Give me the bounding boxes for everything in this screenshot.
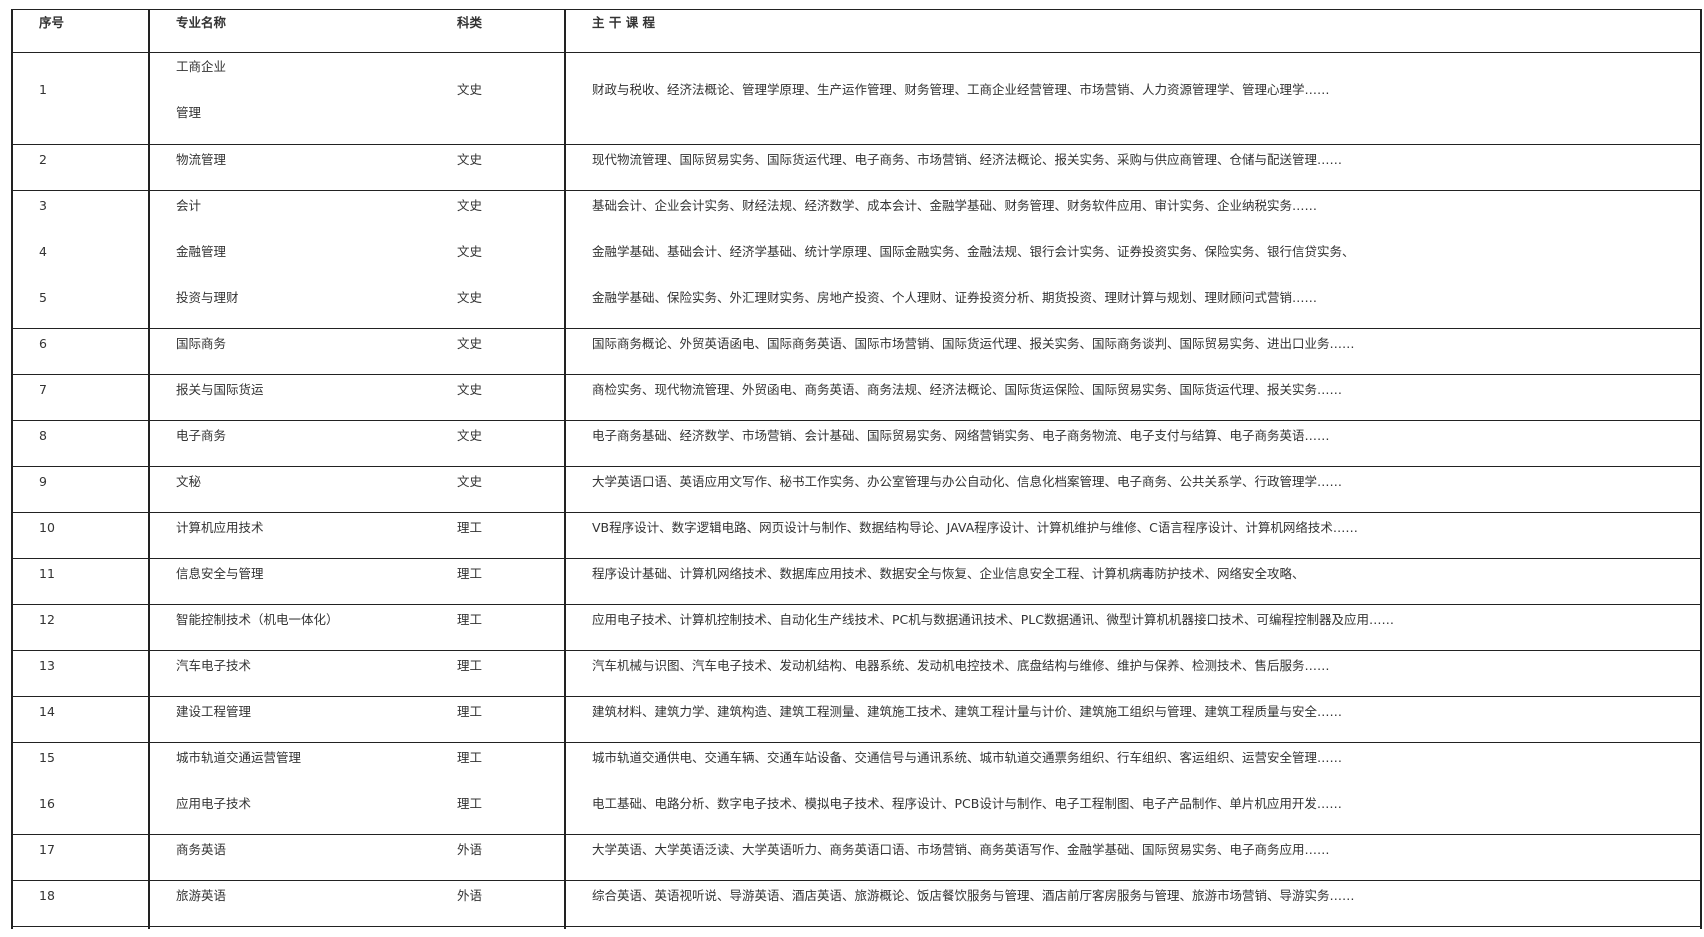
row-category: 外语 bbox=[457, 842, 483, 857]
row-category: 文史 bbox=[457, 336, 483, 351]
row-divider bbox=[11, 9, 1701, 10]
row-index: 4 bbox=[39, 244, 47, 259]
row-divider bbox=[11, 604, 1701, 605]
row-major: 国际商务 bbox=[176, 336, 227, 351]
row-major: 投资与理财 bbox=[176, 290, 239, 305]
row-category: 文史 bbox=[457, 428, 483, 443]
row-divider bbox=[11, 52, 1701, 53]
row-divider bbox=[11, 328, 1701, 329]
row-index: 13 bbox=[39, 658, 55, 673]
column-divider bbox=[11, 9, 13, 929]
row-category: 文史 bbox=[457, 382, 483, 397]
row-major: 计算机应用技术 bbox=[176, 520, 264, 535]
row-courses: 商检实务、现代物流管理、外贸函电、商务英语、商务法规、经济法概论、国际货运保险、… bbox=[592, 382, 1343, 397]
row-divider bbox=[11, 926, 1701, 927]
row-index: 5 bbox=[39, 290, 47, 305]
row-category: 理工 bbox=[457, 750, 483, 765]
row-category: 文史 bbox=[457, 198, 483, 213]
header-courses: 主 干 课 程 bbox=[592, 15, 656, 30]
column-divider bbox=[1700, 9, 1702, 929]
row-major: 文秘 bbox=[176, 474, 202, 489]
row-category: 文史 bbox=[457, 474, 483, 489]
row-major: 金融管理 bbox=[176, 244, 227, 259]
row-courses: 应用电子技术、计算机控制技术、自动化生产线技术、PC机与数据通讯技术、PLC数据… bbox=[592, 612, 1394, 627]
row-major: 汽车电子技术 bbox=[176, 658, 252, 673]
row-category: 理工 bbox=[457, 704, 483, 719]
row-category: 理工 bbox=[457, 566, 483, 581]
header-major: 专业名称 bbox=[176, 15, 227, 30]
row-category: 文史 bbox=[457, 82, 483, 97]
row-index: 6 bbox=[39, 336, 47, 351]
row-courses: 汽车机械与识图、汽车电子技术、发动机结构、电器系统、发动机电控技术、底盘结构与维… bbox=[592, 658, 1330, 673]
row-courses: 金融学基础、保险实务、外汇理财实务、房地产投资、个人理财、证券投资分析、期货投资… bbox=[592, 290, 1318, 305]
row-divider bbox=[11, 512, 1701, 513]
row-major: 报关与国际货运 bbox=[176, 382, 264, 397]
row-category: 理工 bbox=[457, 520, 483, 535]
row-major: 旅游英语 bbox=[176, 888, 227, 903]
row-category: 外语 bbox=[457, 888, 483, 903]
row-major: 电子商务 bbox=[176, 428, 227, 443]
row-index: 16 bbox=[39, 796, 55, 811]
row-divider bbox=[11, 880, 1701, 881]
row-courses: 基础会计、企业会计实务、财经法规、经济数学、成本会计、金融学基础、财务管理、财务… bbox=[592, 198, 1318, 213]
row-category: 文史 bbox=[457, 244, 483, 259]
row-divider bbox=[11, 834, 1701, 835]
row-courses: 金融学基础、基础会计、经济学基础、统计学原理、国际金融实务、金融法规、银行会计实… bbox=[592, 244, 1355, 259]
row-courses: 建筑材料、建筑力学、建筑构造、建筑工程测量、建筑施工技术、建筑工程计量与计价、建… bbox=[592, 704, 1343, 719]
row-major: 建设工程管理 bbox=[176, 704, 252, 719]
row-divider bbox=[11, 374, 1701, 375]
row-courses: 国际商务概论、外贸英语函电、国际商务英语、国际市场营销、国际货运代理、报关实务、… bbox=[592, 336, 1355, 351]
row-index: 14 bbox=[39, 704, 55, 719]
row-major: 信息安全与管理 bbox=[176, 566, 264, 581]
row-divider bbox=[11, 696, 1701, 697]
row-index: 2 bbox=[39, 152, 47, 167]
row-category: 理工 bbox=[457, 658, 483, 673]
row-divider bbox=[11, 650, 1701, 651]
row-major: 商务英语 bbox=[176, 842, 227, 857]
row-index: 9 bbox=[39, 474, 47, 489]
row-courses: 城市轨道交通供电、交通车辆、交通车站设备、交通信号与通讯系统、城市轨道交通票务组… bbox=[592, 750, 1343, 765]
row-category: 文史 bbox=[457, 152, 483, 167]
row-major: 应用电子技术 bbox=[176, 796, 252, 811]
row-courses: 现代物流管理、国际贸易实务、国际货运代理、电子商务、市场营销、经济法概论、报关实… bbox=[592, 152, 1343, 167]
row-index: 18 bbox=[39, 888, 55, 903]
row-courses: 程序设计基础、计算机网络技术、数据库应用技术、数据安全与恢复、企业信息安全工程、… bbox=[592, 566, 1305, 581]
row-index: 12 bbox=[39, 612, 55, 627]
row-courses: 电工基础、电路分析、数字电子技术、模拟电子技术、程序设计、PCB设计与制作、电子… bbox=[592, 796, 1342, 811]
row-major: 管理 bbox=[176, 105, 202, 120]
row-divider bbox=[11, 558, 1701, 559]
header-category: 科类 bbox=[457, 15, 483, 30]
row-major: 工商企业 bbox=[176, 59, 227, 74]
row-index: 1 bbox=[39, 82, 47, 97]
row-courses: 电子商务基础、经济数学、市场营销、会计基础、国际贸易实务、网络营销实务、电子商务… bbox=[592, 428, 1330, 443]
row-divider bbox=[11, 420, 1701, 421]
row-divider bbox=[11, 190, 1701, 191]
row-index: 11 bbox=[39, 566, 55, 581]
row-category: 理工 bbox=[457, 612, 483, 627]
row-courses: 大学英语口语、英语应用文写作、秘书工作实务、办公室管理与办公自动化、信息化档案管… bbox=[592, 474, 1343, 489]
row-courses: VB程序设计、数字逻辑电路、网页设计与制作、数据结构导论、JAVA程序设计、计算… bbox=[592, 520, 1358, 535]
row-index: 10 bbox=[39, 520, 55, 535]
row-divider bbox=[11, 144, 1701, 145]
row-divider bbox=[11, 466, 1701, 467]
row-major: 智能控制技术（机电一体化） bbox=[176, 612, 339, 627]
row-index: 3 bbox=[39, 198, 47, 213]
row-index: 15 bbox=[39, 750, 55, 765]
row-courses: 大学英语、大学英语泛读、大学英语听力、商务英语口语、市场营销、商务英语写作、金融… bbox=[592, 842, 1330, 857]
row-courses: 综合英语、英语视听说、导游英语、酒店英语、旅游概论、饭店餐饮服务与管理、酒店前厅… bbox=[592, 888, 1355, 903]
row-index: 8 bbox=[39, 428, 47, 443]
column-divider bbox=[564, 9, 566, 929]
row-category: 理工 bbox=[457, 796, 483, 811]
row-divider bbox=[11, 742, 1701, 743]
row-index: 17 bbox=[39, 842, 55, 857]
row-major: 城市轨道交通运营管理 bbox=[176, 750, 302, 765]
column-divider bbox=[148, 9, 150, 929]
row-index: 7 bbox=[39, 382, 47, 397]
row-courses: 财政与税收、经济法概论、管理学原理、生产运作管理、财务管理、工商企业经营管理、市… bbox=[592, 82, 1330, 97]
header-index: 序号 bbox=[39, 15, 65, 30]
row-major: 会计 bbox=[176, 198, 202, 213]
row-category: 文史 bbox=[457, 290, 483, 305]
row-major: 物流管理 bbox=[176, 152, 227, 167]
